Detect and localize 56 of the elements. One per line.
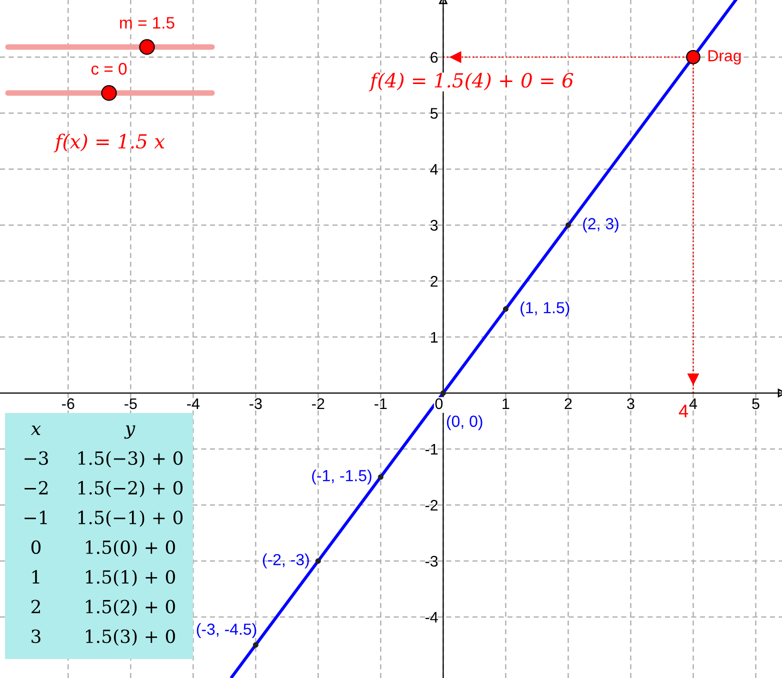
annotation: (0, 0): [446, 415, 482, 430]
x-tick-label: -3: [250, 398, 262, 410]
annotation: 1.5(−1) + 0: [78, 510, 183, 527]
annotation: 1.5(1) + 0: [86, 570, 175, 586]
y-tick-label: -2: [425, 500, 438, 511]
point: [252, 642, 258, 648]
x-tick-label: -1: [374, 398, 387, 409]
annotation: 3: [32, 629, 40, 644]
annotation: 1.5(2) + 0: [86, 599, 175, 616]
x-tick-label: 3: [627, 398, 634, 410]
annotation: 1.5(3) + 0: [86, 629, 175, 646]
x-tick-label: -2: [312, 398, 324, 409]
x-tick-label: -4: [187, 398, 200, 409]
annotation: (-3, -4.5): [196, 623, 256, 638]
x-tick-label: 4: [689, 398, 698, 409]
x-tick-label: 1: [502, 398, 510, 409]
annotation: 1.5(−3) + 0: [78, 450, 183, 468]
x-tick-label: 5: [752, 398, 760, 410]
x-tick-label: -5: [124, 398, 137, 410]
annotation: −3: [24, 451, 48, 465]
y-tick-label: 4: [430, 164, 438, 175]
annotation: −2: [24, 480, 48, 494]
annotation: y: [124, 425, 136, 439]
point: [565, 222, 571, 228]
annotation: 1: [32, 570, 40, 584]
annotation: x: [30, 426, 41, 435]
y-tick-label: 1: [431, 332, 438, 343]
y-tick-label: 3: [430, 220, 438, 231]
annotation: c = 0: [91, 62, 127, 75]
annotation: m = 1.5: [120, 17, 174, 29]
annotation: f(x) = 1.5 x: [54, 134, 165, 152]
annotation: 1.5(−2) + 0: [78, 480, 183, 498]
annotation: 2: [31, 600, 40, 614]
x-tick-label: 0: [435, 398, 443, 410]
point: [378, 474, 384, 480]
y-tick-label: 6: [430, 52, 438, 63]
annotation: (2, 3): [583, 218, 618, 233]
point: [440, 390, 446, 396]
y-tick-label: -3: [425, 556, 438, 567]
annotation: (-1, -1.5): [312, 470, 372, 484]
y-tick-label: -4: [425, 612, 438, 623]
point: [686, 50, 700, 64]
annotation: Drag: [708, 50, 741, 65]
annotation: 1.5(0) + 0: [86, 540, 175, 557]
annotation: (-2, -3): [262, 554, 309, 568]
annotation: f(4) = 1.5(4) + 0 = 6: [368, 72, 574, 92]
annotation: (1, 1.5): [520, 302, 570, 316]
annotation: 0: [31, 540, 41, 554]
x-tick-label: -6: [62, 398, 74, 410]
point: [502, 306, 508, 312]
point: [315, 558, 321, 564]
y-tick-label: 5: [430, 108, 438, 119]
y-tick-label: 2: [430, 276, 438, 287]
annotation: −1: [24, 510, 47, 524]
y-tick-label: -1: [425, 444, 438, 455]
x-tick-label: 2: [564, 398, 572, 409]
